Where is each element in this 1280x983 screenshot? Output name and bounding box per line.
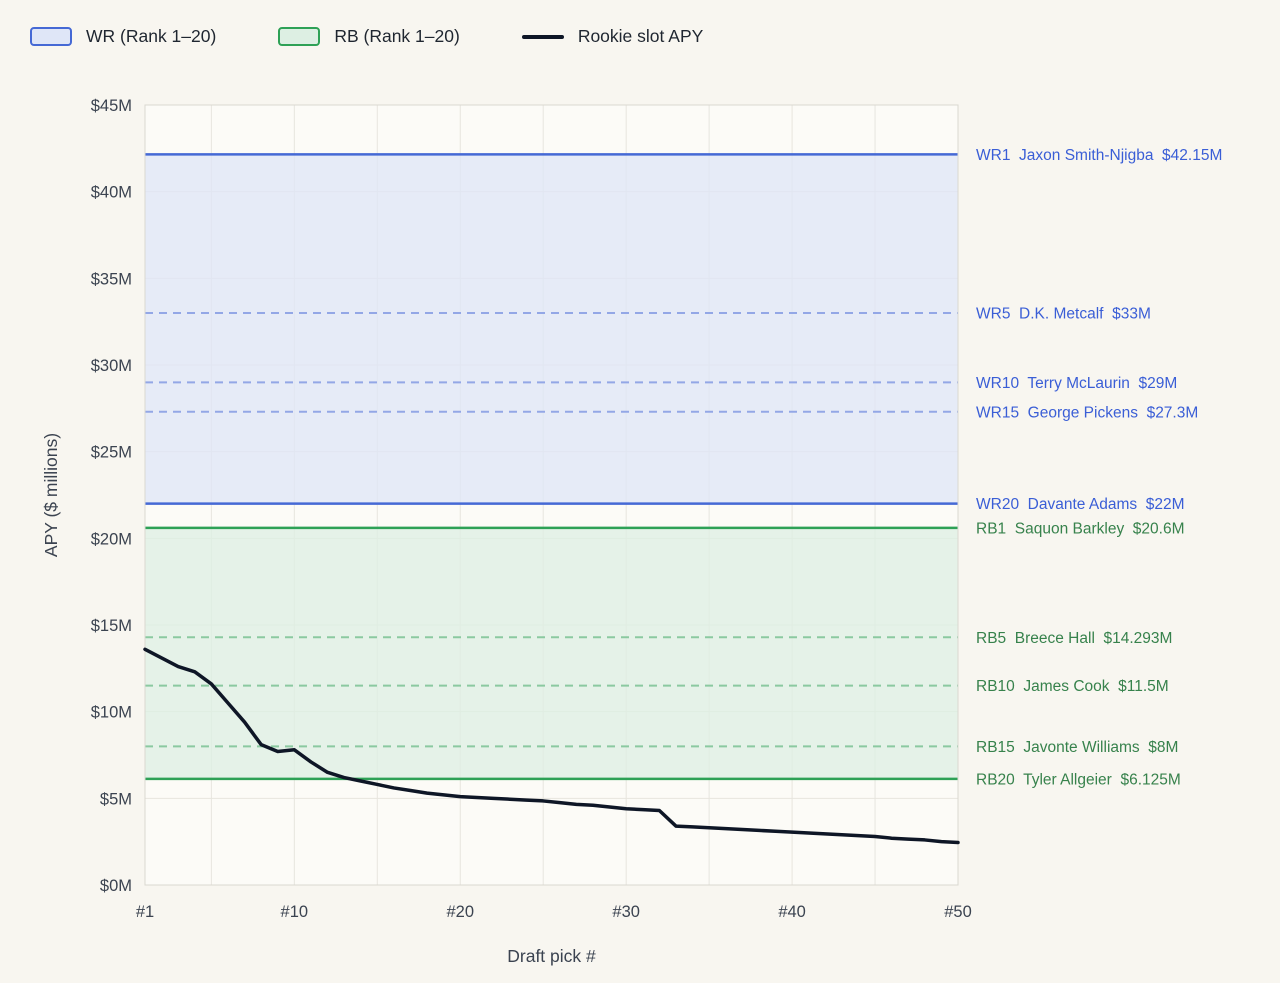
legend-item-rb: RB (Rank 1–20) (278, 26, 460, 47)
rb-band-swatch (278, 27, 321, 46)
wr-band-swatch (30, 27, 72, 46)
y-tick-label: $35M (91, 270, 132, 288)
y-tick-label: $45M (91, 97, 132, 115)
chart-legend: WR (Rank 1–20) RB (Rank 1–20) Rookie slo… (30, 26, 703, 47)
annotation-rb20: RB20 Tyler Allgeier $6.125M (976, 771, 1181, 788)
legend-label-rb: RB (Rank 1–20) (334, 26, 460, 46)
legend-item-wr: WR (Rank 1–20) (30, 26, 216, 47)
plot-border (144, 104, 959, 886)
y-tick-label: $15M (91, 617, 132, 635)
legend-label-wr: WR (Rank 1–20) (86, 26, 217, 46)
y-tick-label: $25M (91, 444, 132, 462)
x-tick-label: #50 (944, 903, 972, 921)
annotation-rb15: RB15 Javonte Williams $8M (976, 739, 1178, 756)
annotation-wr20: WR20 Davante Adams $22M (976, 496, 1185, 513)
annotation-rb5: RB5 Breece Hall $14.293M (976, 630, 1172, 647)
legend-label-rookie-slot: Rookie slot APY (577, 26, 704, 46)
annotation-wr5: WR5 D.K. Metcalf $33M (976, 306, 1151, 323)
x-tick-label: #20 (446, 903, 474, 921)
y-axis-title: APY ($ millions) (41, 433, 61, 557)
y-tick-label: $40M (91, 184, 132, 202)
x-tick-label: #10 (281, 903, 309, 921)
y-tick-label: $30M (91, 357, 132, 375)
y-tick-label: $10M (91, 704, 132, 722)
annotation-wr10: WR10 Terry McLaurin $29M (976, 375, 1177, 392)
x-tick-label: #1 (136, 903, 154, 921)
annotation-wr15: WR15 George Pickens $27.3M (976, 404, 1198, 421)
annotation-wr1: WR1 Jaxon Smith-Njigba $42.15M (976, 147, 1222, 164)
legend-item-rookie-slot: Rookie slot APY (521, 26, 704, 47)
y-tick-label: $20M (91, 530, 132, 548)
y-tick-label: $5M (100, 790, 132, 808)
y-tick-label: $0M (100, 877, 132, 895)
wr-band (145, 154, 958, 504)
rookie-slot-apy-line (143, 647, 960, 845)
x-axis-title: Draft pick # (507, 946, 596, 966)
annotation-rb10: RB10 James Cook $11.5M (976, 678, 1169, 695)
annotation-rb1: RB1 Saquon Barkley $20.6M (976, 520, 1185, 537)
rb-band (145, 527, 958, 779)
x-tick-label: #30 (612, 903, 640, 921)
rookie-slot-line-swatch (521, 34, 564, 39)
x-tick-label: #40 (778, 903, 806, 921)
